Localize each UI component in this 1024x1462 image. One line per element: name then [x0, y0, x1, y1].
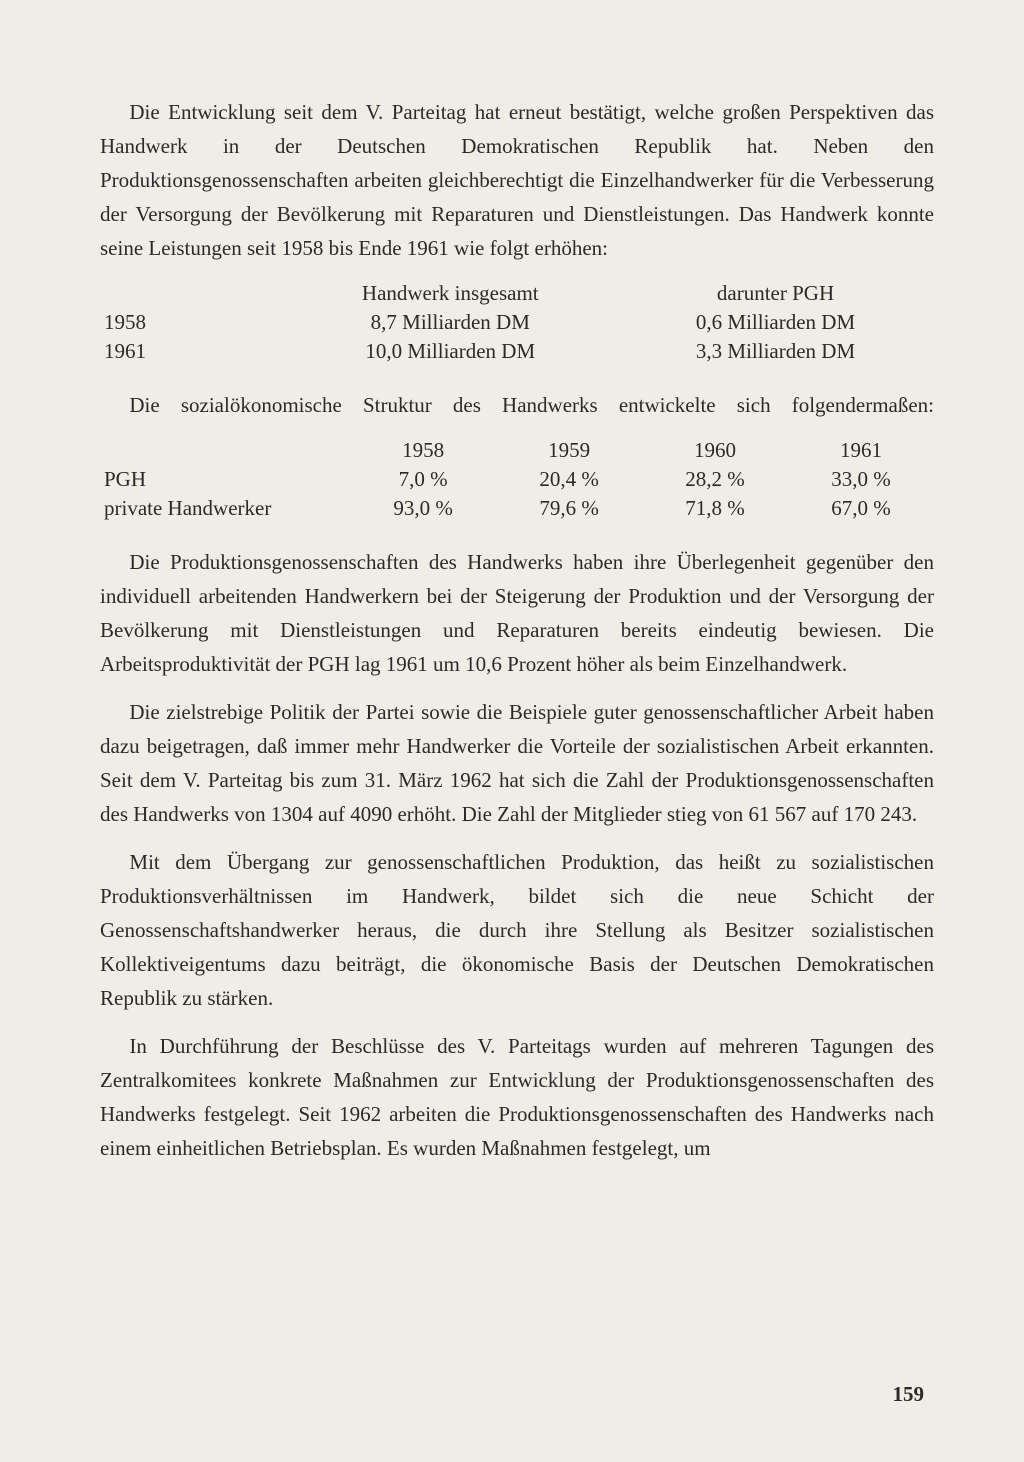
- table-header-year: 1960: [642, 436, 788, 465]
- table-header-empty: [100, 436, 350, 465]
- table-row: 1958 8,7 Milliarden DM 0,6 Milliarden DM: [100, 308, 934, 337]
- cell-value: 71,8 %: [642, 494, 788, 523]
- table-row: private Handwerker 93,0 % 79,6 % 71,8 % …: [100, 494, 934, 523]
- cell-value: 7,0 %: [350, 465, 496, 494]
- paragraph-4: Die zielstrebige Politik der Partei sowi…: [100, 695, 934, 831]
- table-header-year: 1961: [788, 436, 934, 465]
- table-handwerk-totals: Handwerk insgesamt darunter PGH 1958 8,7…: [100, 279, 934, 366]
- table-header-row: Handwerk insgesamt darunter PGH: [100, 279, 934, 308]
- page-number: 159: [893, 1382, 925, 1407]
- document-page: Die Entwicklung seit dem V. Parteitag ha…: [0, 0, 1024, 1462]
- table-struktur: 1958 1959 1960 1961 PGH 7,0 % 20,4 % 28,…: [100, 436, 934, 523]
- cell-year: 1958: [100, 308, 283, 337]
- paragraph-5: Mit dem Übergang zur genossenschaftliche…: [100, 845, 934, 1015]
- cell-value: 67,0 %: [788, 494, 934, 523]
- table-row: 1961 10,0 Milliarden DM 3,3 Milliarden D…: [100, 337, 934, 366]
- paragraph-6: In Durchführung der Beschlüsse des V. Pa…: [100, 1029, 934, 1165]
- paragraph-1: Die Entwicklung seit dem V. Parteitag ha…: [100, 95, 934, 265]
- paragraph-2: Die sozialökonomische Struktur des Handw…: [100, 388, 934, 422]
- cell-value: 33,0 %: [788, 465, 934, 494]
- cell-value: 28,2 %: [642, 465, 788, 494]
- cell-label: PGH: [100, 465, 350, 494]
- table-header-row: 1958 1959 1960 1961: [100, 436, 934, 465]
- cell-year: 1961: [100, 337, 283, 366]
- cell-value: 93,0 %: [350, 494, 496, 523]
- table-header-year: 1958: [350, 436, 496, 465]
- cell-pgh: 0,6 Milliarden DM: [617, 308, 934, 337]
- table-header-empty: [100, 279, 283, 308]
- cell-value: 20,4 %: [496, 465, 642, 494]
- table-header-pgh: darunter PGH: [617, 279, 934, 308]
- paragraph-3: Die Produktionsgenossenschaften des Hand…: [100, 545, 934, 681]
- cell-pgh: 3,3 Milliarden DM: [617, 337, 934, 366]
- cell-label: private Handwerker: [100, 494, 350, 523]
- cell-total: 8,7 Milliarden DM: [283, 308, 617, 337]
- table-row: PGH 7,0 % 20,4 % 28,2 % 33,0 %: [100, 465, 934, 494]
- table-header-year: 1959: [496, 436, 642, 465]
- cell-total: 10,0 Milliarden DM: [283, 337, 617, 366]
- cell-value: 79,6 %: [496, 494, 642, 523]
- table-header-total: Handwerk insgesamt: [283, 279, 617, 308]
